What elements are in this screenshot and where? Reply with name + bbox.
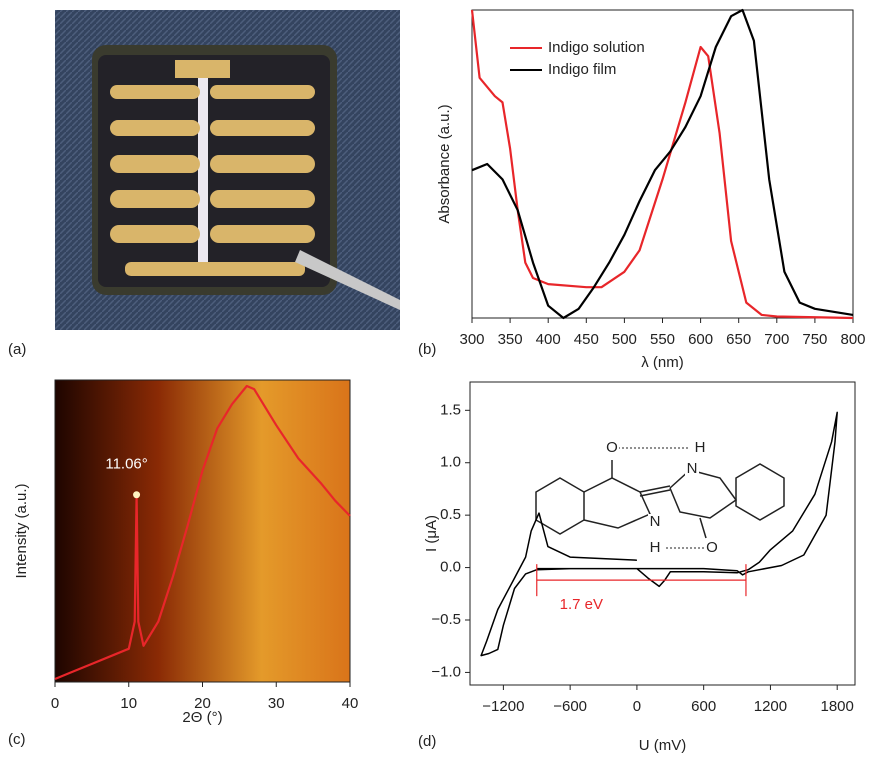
x-tick-label: 1200	[754, 698, 787, 715]
x-axis-label: λ (nm)	[641, 354, 684, 371]
y-axis-label: Absorbance (a.u.)	[436, 104, 453, 223]
x-tick-label: 600	[688, 331, 713, 348]
atom-bg	[648, 514, 662, 530]
atom-label: H	[695, 439, 706, 456]
y-axis-label: Intensity (a.u.)	[13, 483, 30, 578]
x-tick-label: 400	[536, 331, 561, 348]
x-tick-label: 600	[691, 698, 716, 715]
y-tick-label: 0.0	[440, 559, 461, 576]
atom-label: N	[687, 460, 698, 477]
x-tick-label: 0	[51, 695, 59, 712]
x-tick-label: 1800	[821, 698, 854, 715]
panel-label: (d)	[418, 733, 436, 750]
annotation-dot	[133, 491, 141, 499]
legend-label: Indigo film	[548, 61, 616, 78]
data-line	[480, 411, 838, 657]
y-axis-label: I (μA)	[423, 515, 440, 552]
x-tick-label: 10	[120, 695, 137, 712]
x-tick-label: 650	[726, 331, 751, 348]
x-tick-label: 0	[633, 698, 641, 715]
atom-bg	[605, 440, 619, 456]
x-tick-label: 40	[342, 695, 359, 712]
x-tick-label: −600	[553, 698, 587, 715]
x-tick-label: 700	[764, 331, 789, 348]
panel-label: (a)	[8, 341, 26, 358]
atom-label: N	[650, 513, 661, 530]
y-tick-label: −1.0	[431, 663, 461, 680]
atom-bg	[685, 461, 699, 477]
atom-label: O	[606, 439, 618, 456]
panel-label: (c)	[8, 731, 26, 748]
y-tick-label: 0.5	[440, 506, 461, 523]
x-tick-label: 20	[194, 695, 211, 712]
plot-frame	[469, 381, 856, 686]
y-tick-label: 1.5	[440, 401, 461, 418]
x-tick-label: 350	[498, 331, 523, 348]
atom-bg	[648, 540, 662, 556]
y-tick-label: 1.0	[440, 454, 461, 471]
photo	[55, 10, 400, 330]
x-tick-label: −1200	[482, 698, 524, 715]
y-tick-label: −0.5	[431, 611, 461, 628]
legend-label: Indigo solution	[548, 39, 645, 56]
data-line	[471, 8, 854, 320]
x-tick-label: 450	[574, 331, 599, 348]
x-tick-label: 750	[802, 331, 827, 348]
atom-bg	[693, 440, 707, 456]
x-tick-label: 500	[612, 331, 637, 348]
x-tick-label: 550	[650, 331, 675, 348]
x-tick-label: 800	[840, 331, 865, 348]
data-line	[470, 9, 854, 320]
data-line	[54, 384, 351, 681]
x-tick-label: 30	[268, 695, 285, 712]
atom-label: H	[650, 539, 661, 556]
heatmap-background	[55, 380, 350, 682]
molecule	[535, 447, 785, 549]
x-tick-label: 300	[459, 331, 484, 348]
annotation: 1.7 eV	[560, 596, 603, 613]
x-axis-label: U (mV)	[639, 737, 687, 754]
x-axis-label: 2Θ (°)	[182, 709, 222, 726]
atom-bg	[705, 540, 719, 556]
annotation: 11.06°	[105, 456, 147, 473]
atom-label: O	[706, 539, 718, 556]
panel-label: (b)	[418, 341, 436, 358]
